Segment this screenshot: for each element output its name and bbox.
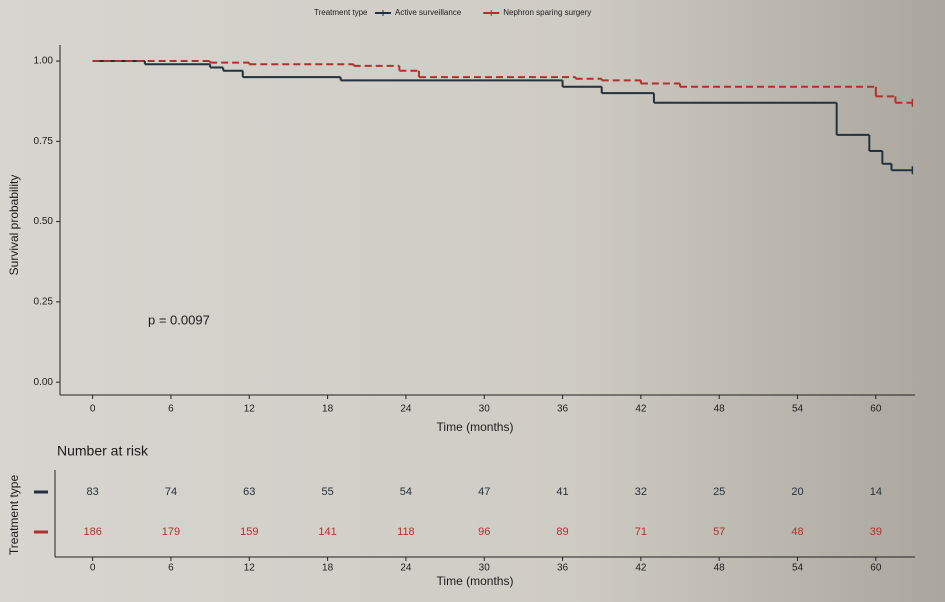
risk-count: 118	[397, 526, 415, 538]
risk-count: 47	[478, 486, 490, 498]
y-axis-label: Survival probability	[7, 175, 21, 276]
x-tick-label: 48	[714, 404, 726, 415]
risk-count: 141	[318, 526, 336, 538]
risk-table-title: Number at risk	[57, 443, 149, 459]
y-tick-label: 0.25	[34, 297, 54, 308]
risk-count: 48	[791, 526, 803, 538]
risk-count: 179	[162, 526, 180, 538]
risk-count: 41	[556, 486, 568, 498]
risk-x-tick-label: 36	[557, 563, 569, 574]
risk-count: 71	[635, 526, 647, 538]
risk-x-tick-label: 0	[90, 563, 96, 574]
risk-x-tick-label: 18	[322, 563, 334, 574]
risk-x-tick-label: 54	[792, 563, 804, 574]
x-tick-label: 6	[168, 404, 174, 415]
x-tick-label: 36	[557, 404, 569, 415]
risk-count: 89	[556, 526, 568, 538]
risk-x-tick-label: 30	[479, 563, 491, 574]
legend-label: Nephron sparing surgery	[503, 8, 591, 17]
risk-count: 57	[713, 526, 725, 538]
x-tick-label: 0	[90, 404, 96, 415]
risk-x-tick-label: 24	[400, 563, 412, 574]
y-tick-label: 0.50	[34, 216, 54, 227]
x-tick-label: 24	[400, 404, 412, 415]
legend-label: Active surveillance	[395, 8, 462, 17]
x-tick-label: 42	[635, 404, 647, 415]
risk-x-tick-label: 60	[870, 563, 882, 574]
x-axis-label: Time (months)	[437, 420, 514, 434]
x-tick-label: 30	[479, 404, 491, 415]
risk-x-tick-label: 6	[168, 563, 174, 574]
risk-count: 159	[240, 526, 258, 538]
risk-count: 14	[870, 486, 882, 498]
risk-count: 20	[791, 486, 803, 498]
risk-count: 63	[243, 486, 255, 498]
risk-count: 186	[83, 526, 101, 538]
legend-title: Treatment type	[314, 8, 368, 17]
risk-count: 96	[478, 526, 490, 538]
risk-count: 25	[713, 486, 725, 498]
p-value: p = 0.0097	[148, 312, 210, 327]
y-tick-label: 0.75	[34, 136, 54, 147]
x-tick-label: 18	[322, 404, 334, 415]
x-tick-label: 60	[870, 404, 882, 415]
risk-count: 39	[870, 526, 882, 538]
x-tick-label: 54	[792, 404, 804, 415]
risk-count: 83	[87, 486, 99, 498]
risk-count: 54	[400, 486, 412, 498]
risk-x-tick-label: 12	[244, 563, 256, 574]
risk-count: 32	[635, 486, 647, 498]
y-tick-label: 1.00	[34, 56, 54, 67]
risk-x-label: Time (months)	[437, 574, 514, 588]
y-tick-label: 0.00	[34, 377, 54, 388]
x-tick-label: 12	[244, 404, 256, 415]
risk-y-label: Treatment type	[7, 475, 21, 556]
risk-count: 55	[321, 486, 333, 498]
risk-x-tick-label: 48	[714, 563, 726, 574]
risk-x-tick-label: 42	[635, 563, 647, 574]
risk-count: 74	[165, 486, 177, 498]
